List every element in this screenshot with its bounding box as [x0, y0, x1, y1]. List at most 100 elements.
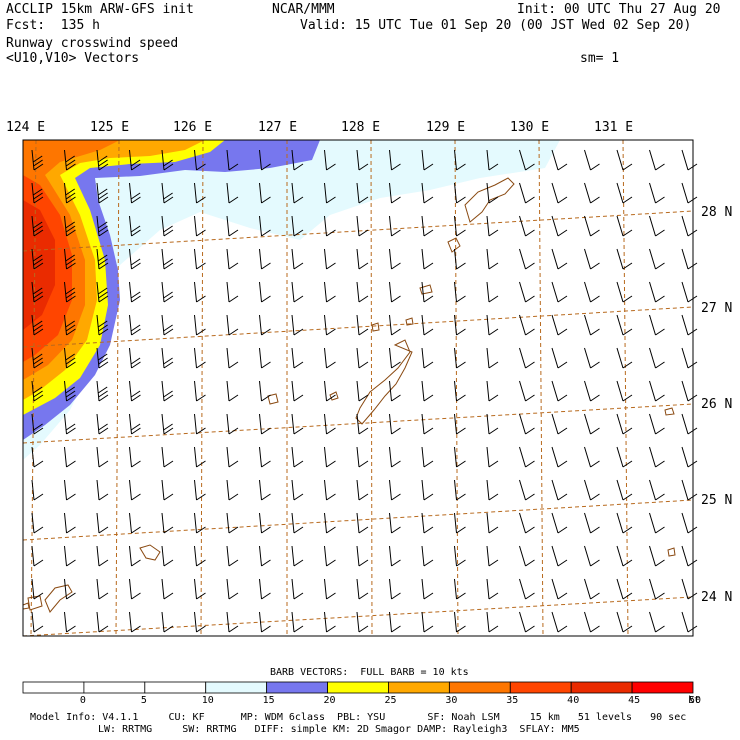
wind-barb	[584, 347, 600, 369]
legend-tick: 5	[140, 695, 147, 706]
wind-barb	[681, 149, 698, 171]
wind-barb	[226, 413, 239, 435]
vector-description: <U10,V10> Vectors	[6, 51, 140, 66]
wind-barb	[389, 281, 401, 303]
wind-barb	[454, 149, 466, 171]
wind-barb	[31, 281, 44, 303]
wind-barb	[421, 479, 434, 501]
wind-barb	[96, 611, 109, 633]
wind-barb	[616, 314, 633, 336]
wind-barb	[389, 347, 401, 369]
init-time: Init: 00 UTC Thu 27 Aug 20	[517, 2, 721, 17]
wind-barb	[161, 512, 174, 534]
lat-label: 27 N	[701, 301, 733, 316]
lon-label: 129 E	[426, 120, 466, 135]
wind-barb	[486, 149, 499, 171]
wind-barb	[259, 512, 271, 534]
wind-barb	[194, 512, 206, 534]
wind-barb	[454, 281, 466, 303]
wind-barb	[194, 380, 206, 402]
legend-tick: 25	[384, 695, 397, 706]
wind-barb	[616, 479, 633, 501]
wind-barb	[31, 479, 44, 501]
wind-barb	[519, 347, 535, 369]
wind-barb	[259, 215, 271, 237]
forecast-hour: Fcst: 135 h	[6, 18, 100, 33]
wind-barb	[259, 314, 271, 336]
wind-barb	[681, 479, 698, 501]
wind-barb	[226, 182, 239, 204]
wind-barb	[291, 182, 304, 204]
wind-barb	[96, 545, 109, 567]
wind-barb	[161, 347, 174, 369]
wind-speed-shading	[23, 140, 560, 460]
wind-barb	[324, 314, 336, 336]
wind-barb	[616, 611, 633, 633]
wind-barb	[226, 248, 239, 270]
wind-barb	[356, 446, 369, 468]
legend-tick: 30	[445, 695, 458, 706]
wind-barb	[486, 314, 499, 336]
wind-barb	[486, 380, 499, 402]
wind-barb	[616, 578, 633, 600]
wind-barb	[96, 314, 109, 336]
legend-tick: 40	[567, 695, 580, 706]
wind-barb	[259, 149, 271, 171]
lon-label: 124 E	[6, 120, 46, 135]
lat-label: 24 N	[701, 590, 733, 605]
wind-barb	[324, 413, 336, 435]
wind-barb	[64, 347, 76, 369]
wind-barb	[584, 545, 600, 567]
wind-barb	[259, 578, 271, 600]
yonaguni	[22, 602, 30, 610]
wind-barb	[519, 380, 535, 402]
wind-barb	[226, 215, 239, 237]
wind-barb	[519, 314, 535, 336]
wind-barb	[454, 578, 466, 600]
wind-barb	[551, 281, 568, 303]
wind-barb	[259, 611, 271, 633]
wind-barb	[519, 149, 535, 171]
wind-barb	[389, 380, 401, 402]
amami-island	[464, 177, 515, 223]
wind-barb	[129, 347, 141, 369]
wind-barb	[291, 149, 304, 171]
wind-barb	[226, 578, 239, 600]
valid-time: Valid: 15 UTC Tue 01 Sep 20 (00 JST Wed …	[300, 18, 692, 33]
wind-barb	[194, 182, 206, 204]
wind-barb	[551, 413, 568, 435]
wind-barb	[259, 479, 271, 501]
lon-label: 131 E	[594, 120, 634, 135]
wind-barb	[226, 512, 239, 534]
wind-barb	[96, 149, 109, 171]
wind-barb	[31, 149, 44, 171]
wind-barb	[31, 611, 44, 633]
barb-legend: BARB VECTORS: FULL BARB = 10 kts	[270, 667, 469, 678]
wind-barb	[421, 578, 434, 600]
wind-barb	[584, 314, 600, 336]
wind-barb	[519, 413, 535, 435]
wind-barb	[454, 347, 466, 369]
tokunoshima	[447, 237, 461, 253]
lat-label: 28 N	[701, 205, 733, 220]
legend-tick: 0	[79, 695, 86, 706]
wind-barb	[31, 545, 44, 567]
wind-barb	[584, 479, 600, 501]
wind-barb	[291, 380, 304, 402]
wind-barb	[161, 149, 174, 171]
wind-barb	[129, 248, 141, 270]
wind-barb	[584, 512, 600, 534]
wind-barb	[551, 512, 568, 534]
wind-barb	[96, 446, 109, 468]
wind-barb	[519, 611, 535, 633]
lon-label: 126 E	[173, 120, 213, 135]
legend-tick: 50	[689, 695, 702, 706]
wind-barb	[519, 182, 535, 204]
wind-barb	[324, 149, 336, 171]
wind-barb	[649, 347, 665, 369]
islet-se	[667, 547, 676, 557]
wind-barb	[616, 545, 633, 567]
wind-barb	[324, 215, 336, 237]
wind-barb	[226, 611, 239, 633]
wind-barb	[194, 611, 206, 633]
